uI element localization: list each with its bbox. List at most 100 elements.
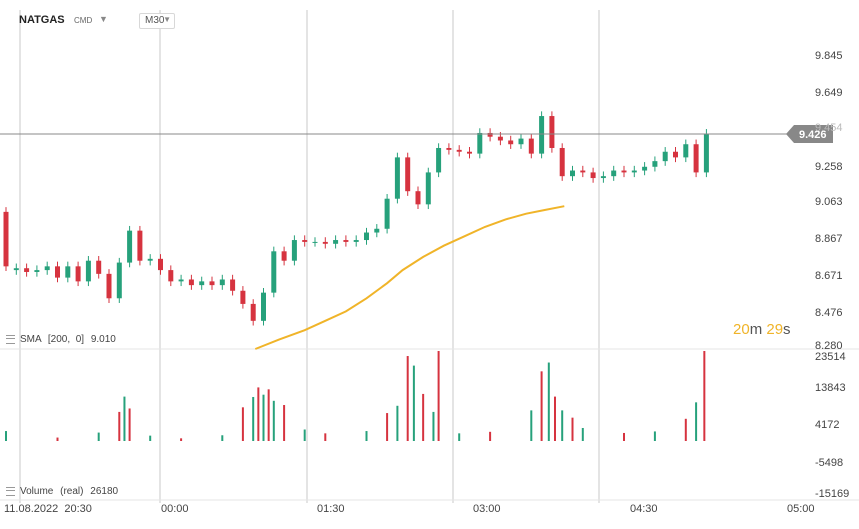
- sma-legend[interactable]: SMA [200, 0] 9.010: [6, 334, 116, 345]
- candle: [312, 237, 318, 247]
- candle: [333, 235, 339, 249]
- price-tick: 9.454: [815, 122, 843, 134]
- candle: [693, 139, 699, 178]
- candle: [394, 152, 400, 204]
- candle: [611, 165, 617, 181]
- volume-bar: [252, 396, 255, 441]
- countdown-seconds: 29: [766, 321, 784, 338]
- candle: [384, 194, 390, 234]
- volume-bar: [432, 411, 435, 441]
- candle: [456, 145, 462, 157]
- price-candles: [3, 111, 709, 326]
- candle: [405, 152, 411, 196]
- candle: [127, 225, 133, 268]
- volume-bar: [128, 408, 131, 441]
- candle: [44, 261, 50, 275]
- time-tick: 11.08.2022 20:30: [4, 503, 92, 515]
- candle: [209, 276, 215, 290]
- price-tick: 9.063: [815, 196, 843, 208]
- volume-axis: 23514 13843 4172 -5498 -15169: [815, 351, 849, 500]
- candle: [528, 133, 534, 159]
- candle: [343, 235, 349, 247]
- candle: [539, 111, 545, 159]
- candle: [137, 225, 143, 266]
- chevron-down-icon[interactable]: ▼: [99, 14, 108, 24]
- candle: [230, 274, 236, 296]
- volume-bar: [422, 393, 425, 441]
- volume-bar: [540, 371, 543, 441]
- volume-tick: 23514: [815, 351, 846, 363]
- volume-bar: [241, 407, 244, 441]
- volume-bar: [262, 394, 265, 441]
- volume-bar: [257, 387, 260, 441]
- price-tick: 9.845: [815, 50, 843, 62]
- timeframe-select[interactable]: M30 ▼: [139, 13, 175, 29]
- countdown-minutes-unit: m: [749, 321, 763, 338]
- price-tick: 8.476: [815, 307, 843, 319]
- sma-params: [200, 0]: [47, 334, 85, 345]
- price-tick: 9.649: [815, 87, 843, 99]
- volume-bar: [684, 418, 687, 441]
- countdown-minutes: 20: [733, 321, 750, 338]
- candle: [116, 257, 122, 303]
- candle: [281, 246, 287, 266]
- volume-bar: [406, 356, 409, 441]
- volume-bar: [396, 405, 399, 441]
- volume-legend[interactable]: Volume (real) 26180: [6, 486, 118, 497]
- candle: [508, 135, 514, 149]
- time-tick: 05:00: [787, 503, 815, 515]
- volume-bar: [547, 362, 550, 441]
- candle: [518, 133, 524, 149]
- instrument-type: CMD: [74, 16, 93, 25]
- volume-bar: [283, 405, 286, 441]
- candle: [3, 207, 9, 272]
- candle: [487, 128, 493, 142]
- volume-bar: [530, 410, 533, 441]
- indicator-settings-icon[interactable]: [6, 486, 15, 496]
- candle: [158, 254, 163, 275]
- candle: [467, 147, 472, 159]
- volume-params: (real): [60, 486, 84, 497]
- time-tick: 00:00: [161, 503, 189, 515]
- chevron-down-icon: ▼: [163, 15, 171, 24]
- candle: [250, 299, 256, 326]
- price-axis: 9.845 9.649 9.454 9.258 9.063 8.867 8.67…: [815, 50, 843, 352]
- candle: [477, 128, 483, 159]
- volume-bar: [581, 427, 584, 441]
- volume-bar: [553, 396, 556, 441]
- candle: [549, 111, 555, 153]
- indicator-settings-icon[interactable]: [6, 334, 15, 344]
- volume-tick: 13843: [815, 382, 846, 394]
- sma-value: 9.010: [90, 334, 116, 345]
- candle: [85, 256, 91, 287]
- candle: [24, 263, 30, 277]
- candle: [703, 129, 709, 178]
- volume-bar: [324, 433, 327, 441]
- volume-bar: [123, 396, 126, 441]
- volume-bar: [267, 389, 270, 441]
- price-tick: 8.867: [815, 233, 843, 245]
- last-price-label: 9.426: [786, 125, 833, 143]
- candle: [425, 167, 431, 210]
- candle: [559, 143, 565, 181]
- sma-line: [254, 205, 565, 350]
- candle: [446, 143, 452, 155]
- candle: [570, 165, 575, 181]
- candle: [415, 186, 421, 210]
- candle: [199, 276, 205, 290]
- volume-bar: [97, 432, 100, 441]
- candle: [271, 246, 277, 298]
- volume-bar: [118, 411, 121, 441]
- candle: [353, 235, 359, 247]
- volume-tick: -5498: [815, 457, 843, 469]
- time-tick: 01:30: [317, 503, 345, 515]
- time-tick: 03:00: [473, 503, 501, 515]
- volume-bar: [149, 435, 152, 441]
- candle: [436, 143, 442, 178]
- time-axis: 11.08.2022 20:30 00:00 01:30 03:00 04:30…: [4, 503, 815, 515]
- symbol-name[interactable]: NATGAS: [19, 14, 65, 26]
- candle: [13, 263, 19, 275]
